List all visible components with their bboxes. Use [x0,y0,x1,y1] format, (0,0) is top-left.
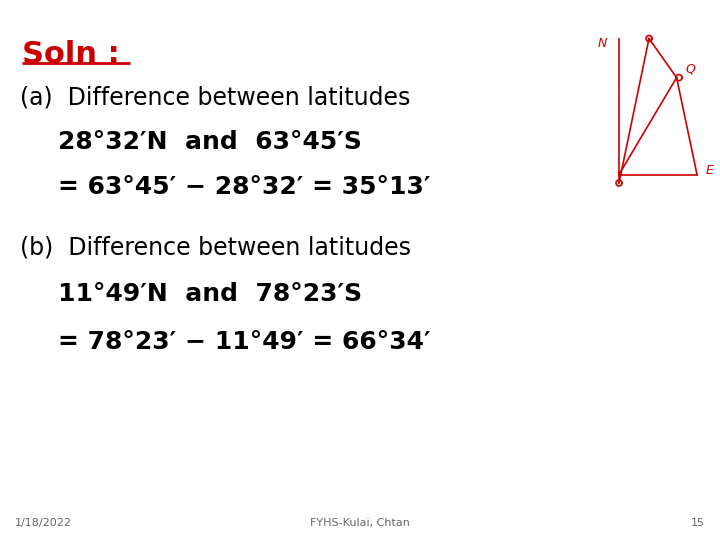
Text: 1/18/2022: 1/18/2022 [15,518,72,528]
Text: FYHS-Kulai, Chtan: FYHS-Kulai, Chtan [310,518,410,528]
Text: (a)  Difference between latitudes: (a) Difference between latitudes [20,85,410,109]
Text: (b)  Difference between latitudes: (b) Difference between latitudes [20,235,411,259]
Text: Soln :: Soln : [22,40,120,69]
Text: Q: Q [685,63,695,76]
Text: 28°32′N  and  63°45′S: 28°32′N and 63°45′S [58,130,362,154]
Text: 15: 15 [691,518,705,528]
Text: 11°49′N  and  78°23′S: 11°49′N and 78°23′S [58,282,362,306]
Text: = 63°45′ − 28°32′ = 35°13′: = 63°45′ − 28°32′ = 35°13′ [58,175,431,199]
Text: N: N [598,37,607,50]
Text: = 78°23′ − 11°49′ = 66°34′: = 78°23′ − 11°49′ = 66°34′ [58,330,431,354]
Text: E: E [706,165,714,178]
